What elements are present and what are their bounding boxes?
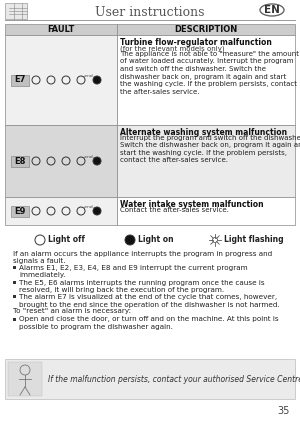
- Text: Contact the after-sales service.: Contact the after-sales service.: [120, 207, 229, 213]
- Text: DESCRIPTION: DESCRIPTION: [174, 25, 238, 34]
- Text: E9: E9: [14, 206, 26, 215]
- Text: Open and close the door, or turn off and on the machine. At this point is
possib: Open and close the door, or turn off and…: [19, 316, 279, 330]
- Text: 35: 35: [278, 406, 290, 416]
- FancyBboxPatch shape: [13, 281, 16, 284]
- Text: Alarms E1, E2, E3, E4, E8 and E9 interrupt the current program
immediately.: Alarms E1, E2, E3, E4, E8 and E9 interru…: [19, 265, 248, 279]
- Text: Light off: Light off: [48, 235, 85, 245]
- Text: Interrupt the program and switch off the dishwasher.
Switch the dishwasher back : Interrupt the program and switch off the…: [120, 135, 300, 164]
- Circle shape: [93, 207, 101, 215]
- FancyBboxPatch shape: [13, 266, 16, 269]
- Circle shape: [125, 235, 135, 245]
- FancyBboxPatch shape: [11, 156, 29, 167]
- Text: User instructions: User instructions: [95, 6, 205, 19]
- Text: (for the relevant models only): (for the relevant models only): [120, 45, 225, 51]
- FancyBboxPatch shape: [13, 295, 16, 298]
- Text: E8: E8: [14, 156, 26, 165]
- FancyBboxPatch shape: [117, 197, 295, 225]
- FancyBboxPatch shape: [5, 3, 27, 19]
- FancyBboxPatch shape: [5, 35, 117, 125]
- Text: FAULT: FAULT: [47, 25, 75, 34]
- FancyBboxPatch shape: [11, 206, 29, 217]
- Text: If an alarm occurs the appliance interrupts the program in progress and
signals : If an alarm occurs the appliance interru…: [13, 251, 272, 265]
- Text: EN: EN: [264, 5, 280, 15]
- FancyBboxPatch shape: [5, 24, 117, 35]
- Circle shape: [93, 157, 101, 165]
- Text: —end—: —end—: [80, 74, 98, 78]
- Text: —end—: —end—: [80, 205, 98, 209]
- Text: E7: E7: [14, 75, 26, 84]
- FancyBboxPatch shape: [8, 362, 42, 396]
- Text: To "reset" an alarm is necessary:: To "reset" an alarm is necessary:: [13, 309, 131, 315]
- FancyBboxPatch shape: [117, 24, 295, 35]
- Text: Water intake system malfunction: Water intake system malfunction: [120, 200, 264, 209]
- Text: Turbine flow-regulator malfunction: Turbine flow-regulator malfunction: [120, 38, 272, 47]
- Text: The E5, E6 alarms interrupts the running program once the cause is
resolved, it : The E5, E6 alarms interrupts the running…: [19, 279, 265, 293]
- FancyBboxPatch shape: [117, 125, 295, 197]
- FancyBboxPatch shape: [13, 318, 16, 321]
- FancyBboxPatch shape: [5, 359, 295, 399]
- FancyBboxPatch shape: [5, 197, 117, 225]
- FancyBboxPatch shape: [11, 75, 29, 86]
- FancyBboxPatch shape: [5, 125, 117, 197]
- Text: The appliance is not able to "measure" the amount
of water loaded accurately. In: The appliance is not able to "measure" t…: [120, 51, 299, 95]
- Text: Light flashing: Light flashing: [224, 235, 284, 245]
- FancyBboxPatch shape: [117, 35, 295, 125]
- Text: Alternate washing system malfunction: Alternate washing system malfunction: [120, 128, 287, 137]
- Text: —end—: —end—: [80, 155, 98, 159]
- Text: The alarm E7 is visualized at the end of the cycle that comes, however,
brought : The alarm E7 is visualized at the end of…: [19, 294, 280, 307]
- Circle shape: [93, 76, 101, 84]
- Text: If the malfunction persists, contact your authorised Service Centre.: If the malfunction persists, contact you…: [48, 374, 300, 383]
- Text: Light on: Light on: [138, 235, 174, 245]
